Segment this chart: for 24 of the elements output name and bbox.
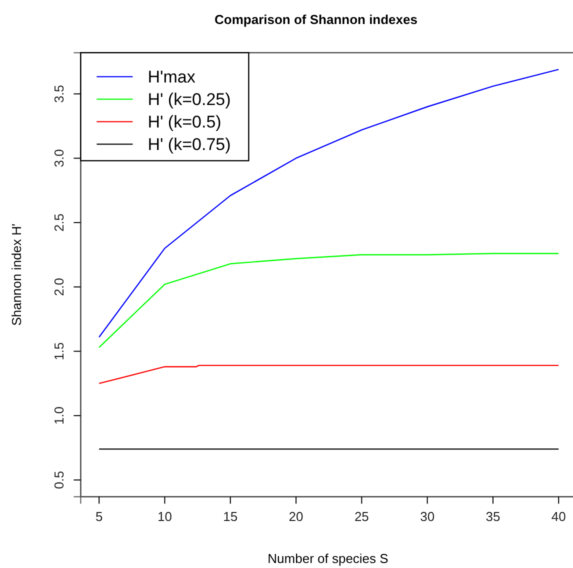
x-tick-label: 20 [288, 508, 304, 524]
legend-label: H' (k=0.25) [148, 90, 231, 110]
chart-title: Comparison of Shannon indexes [214, 12, 418, 27]
legend-label: H' (k=0.75) [148, 135, 231, 154]
y-tick-label: 3.0 [52, 149, 67, 168]
y-tick-label: 2.0 [52, 278, 67, 296]
y-tick-label: 1.0 [52, 406, 67, 425]
x-tick-label: 35 [486, 508, 500, 524]
x-tick-label: 30 [420, 508, 435, 524]
x-tick-label: 10 [157, 508, 172, 524]
x-tick-label: 25 [354, 508, 369, 524]
x-tick-label: 5 [95, 508, 103, 524]
x-axis-title: Number of species S [268, 551, 389, 566]
legend-label: H'max [148, 68, 196, 87]
y-tick-label: 3.5 [52, 84, 67, 103]
x-tick-label: 15 [223, 508, 238, 524]
y-tick-label: 1.5 [52, 342, 67, 360]
legend-label: H' (k=0.5) [148, 112, 222, 132]
y-axis-title: Shannon index H' [9, 224, 24, 326]
y-tick-label: 2.5 [52, 214, 67, 232]
line-series [98, 252, 560, 348]
y-tick-label: 0.5 [52, 470, 67, 490]
x-tick-label: 40 [551, 508, 566, 524]
line-series [98, 68, 560, 338]
